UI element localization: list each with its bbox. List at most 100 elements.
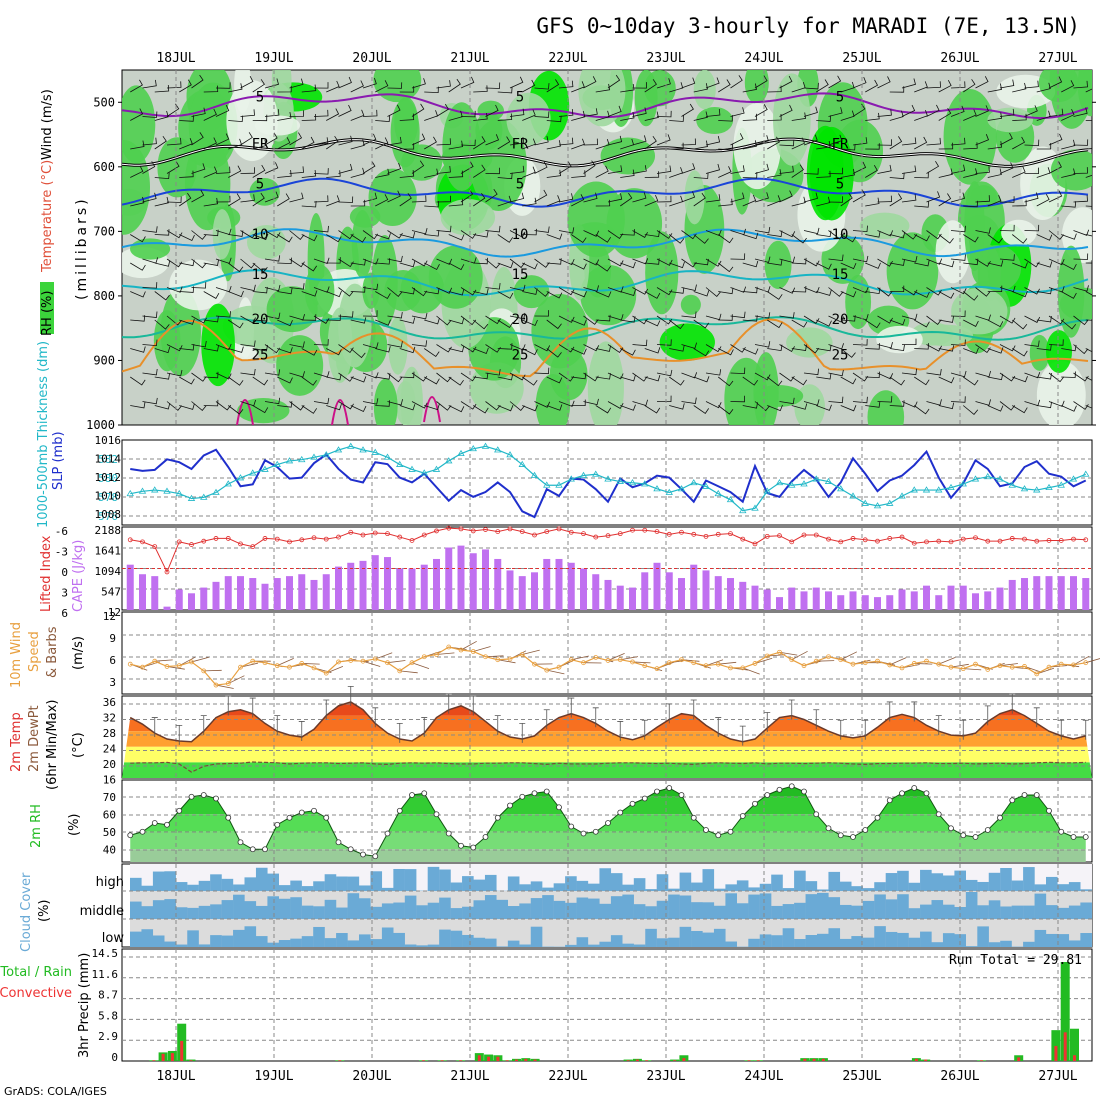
wind-barb [828, 107, 843, 117]
wind-barb [620, 229, 635, 236]
cloud-bar [1057, 934, 1070, 947]
wind-barb [1085, 205, 1092, 207]
wind-barb [987, 405, 1004, 412]
cloud-bar [702, 869, 715, 891]
cloud-bar [622, 894, 634, 919]
wind-barb [1012, 405, 1028, 414]
lifted-index-axis-label: Lifted Index [39, 535, 54, 612]
wind-barb [277, 234, 293, 243]
wind-barb [1048, 339, 1064, 346]
wind-barb [938, 376, 955, 384]
wind-barb [571, 262, 587, 270]
minmax-bar [323, 699, 330, 720]
cape-bar [898, 589, 906, 610]
minmax-bar [862, 719, 869, 740]
wind-barb [411, 287, 428, 297]
lifted-point [189, 542, 194, 547]
lifted-point [838, 539, 844, 545]
wind-axis-label-3: & Barbs [45, 626, 60, 678]
lifted-point [360, 532, 366, 538]
wind-barb [534, 189, 548, 203]
minmax-bar [641, 719, 648, 740]
wind-barb [1048, 315, 1065, 325]
thickness-point [432, 465, 441, 472]
wind-speed-point [960, 666, 966, 672]
rh-point [139, 828, 146, 835]
wind-barb [705, 287, 721, 297]
wind-barb [509, 108, 525, 117]
rh-point [1009, 797, 1016, 804]
wind-barb [326, 257, 341, 264]
rh-shade [680, 294, 701, 315]
wind-barb [950, 192, 965, 203]
cloud-bar [794, 902, 806, 919]
wind-barb [436, 138, 451, 146]
wind-barb-10m [399, 670, 418, 674]
wind-barb [865, 197, 880, 207]
cape-bar [751, 585, 759, 610]
wind-barb [730, 395, 745, 403]
wind-barb [448, 376, 464, 386]
thickness-point [604, 475, 612, 482]
wind-barb [803, 106, 818, 117]
wind-barb [730, 286, 747, 293]
minmax-bar [568, 697, 575, 718]
wind-barb [828, 75, 842, 89]
minmax-bar [886, 701, 893, 722]
rh-shade [1029, 334, 1050, 371]
wind-barb [987, 168, 1002, 178]
cloud-bar [324, 874, 337, 891]
wind-barb [656, 110, 672, 118]
wind-barb [828, 396, 844, 404]
hot-contour [331, 399, 349, 425]
wind-barb [975, 105, 989, 117]
lifted-point [299, 537, 305, 543]
wind-barb [277, 287, 293, 295]
lifted-point [617, 531, 623, 537]
wind-barb [999, 108, 1015, 117]
wind-barb [424, 376, 440, 385]
wind-barb [754, 104, 768, 117]
wind-barb [546, 291, 563, 299]
wind-barb [375, 168, 390, 178]
wind-barb [852, 161, 867, 174]
wind-barb [1073, 229, 1090, 236]
cloud-bar [782, 904, 795, 919]
contour-label: 25 [252, 348, 269, 364]
wind-barb [460, 139, 476, 147]
wind-barb [130, 140, 145, 150]
wind-barb [264, 230, 281, 239]
rh-shade [351, 209, 374, 279]
cloud-bar [839, 938, 852, 947]
cloud-bar [931, 873, 944, 891]
cloud-bar [484, 938, 497, 947]
rh-tick: 50 [103, 826, 116, 839]
minmax-bar [837, 719, 844, 740]
cloud-bar [622, 884, 634, 891]
wind-barb [289, 132, 303, 146]
cloud-bar [977, 881, 989, 891]
rh-point [690, 814, 697, 821]
cloud-bar [301, 905, 314, 919]
cloud-bar [439, 929, 451, 947]
minmax-bar [911, 701, 918, 722]
wind-barb [901, 230, 918, 240]
cloud-bar [908, 908, 921, 919]
wind-barb [534, 287, 550, 297]
wind-barb [1061, 405, 1077, 412]
wind-speed-point [801, 663, 807, 669]
wind-barb [179, 286, 194, 293]
lifted-point [777, 533, 782, 539]
cape-bar [310, 579, 318, 610]
rh-point [200, 792, 207, 798]
wind-barb [534, 401, 551, 408]
lifted-point [1058, 538, 1064, 543]
rh-point [1082, 834, 1089, 840]
cloud-bar [862, 888, 875, 891]
wind-barb [191, 230, 207, 240]
wind-barb [436, 80, 451, 89]
bottom-date-label: 23JUL [646, 1069, 685, 1084]
wind-axis-label-1: 10m Wind [9, 622, 24, 688]
cloud-bar [313, 906, 325, 919]
